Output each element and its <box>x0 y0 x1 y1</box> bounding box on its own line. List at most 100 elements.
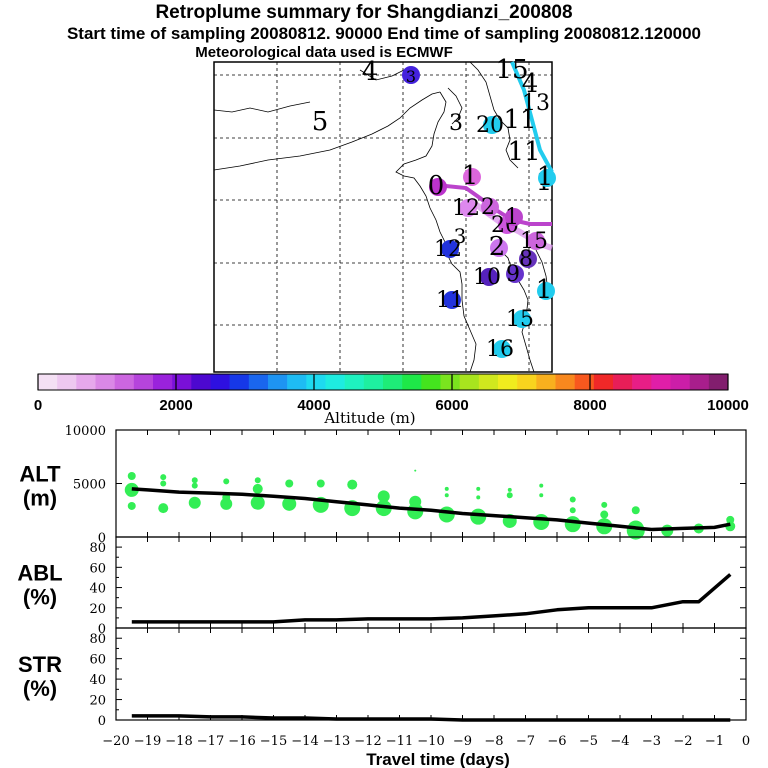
x-axis: −20 −19 −18 −17 −16 −15 −14 −13 −12 −11 −10 −9 −8 −7−… <box>102 734 750 768</box>
colorbar-cell <box>574 374 595 390</box>
colorbar-cell <box>191 374 211 390</box>
x-tick-label: −13 <box>323 734 350 749</box>
map-centroid-dot <box>513 310 531 328</box>
colorbar-cell <box>536 374 556 390</box>
meteorological-data-line: Meteorological data used is ECMWF <box>195 44 453 61</box>
colorbar-tick-label: 2000 <box>159 397 192 414</box>
x-tick-label: −16 <box>228 734 255 749</box>
alt-cluster-point <box>191 482 198 489</box>
map-centroid-label: 20 <box>476 113 504 138</box>
map-centroid-label: 3 <box>406 67 416 86</box>
plume-track-cyan <box>510 61 554 173</box>
map-centroid-label: 8 <box>519 247 533 272</box>
map-centroid-dot <box>519 250 537 268</box>
x-tick-label: −7 <box>516 734 535 749</box>
map-centroid-label: 15 <box>506 307 534 332</box>
colorbar-cell <box>76 374 96 390</box>
y-tick-label: 0 <box>98 531 106 546</box>
abl-label: ABL <box>17 561 62 586</box>
alt-cluster-point <box>223 478 230 485</box>
alt-cluster-point <box>569 507 576 514</box>
map-centroid-dot <box>441 240 459 258</box>
y-tick-label: 40 <box>89 673 106 688</box>
colorbar-cell <box>268 374 288 390</box>
alt-cluster-point <box>250 495 265 510</box>
map-centroid-dot <box>402 66 420 84</box>
alt-cluster-point <box>220 497 233 510</box>
alt-cluster-point <box>252 483 263 494</box>
colorbar-cell <box>114 374 135 390</box>
map-centroid-label: 3 <box>449 111 463 136</box>
colorbar-cell <box>383 374 403 390</box>
colorbar-cells <box>38 374 729 390</box>
alt-cluster-point <box>316 479 325 488</box>
alt-cluster-point <box>533 514 550 531</box>
colorbar-cell <box>95 374 115 390</box>
map-centroid-label: 3 <box>454 224 467 248</box>
colorbar-ticks: 0 2000 4000 6000 8000 10000 <box>34 374 749 414</box>
colorbar-cell <box>670 374 690 390</box>
colorbar-cell <box>287 374 307 390</box>
x-axis-label: Travel time (days) <box>366 750 510 768</box>
map-centroid-label: 15 <box>520 229 548 254</box>
alt-cluster-point <box>160 480 167 487</box>
alt-cluster-point <box>600 510 609 519</box>
y-tick-label: 80 <box>89 632 106 647</box>
alt-cluster-point <box>539 493 544 498</box>
colorbar-cell <box>440 374 460 390</box>
abl-panel: 80 60 40 20 0 ABL(%) <box>17 536 747 637</box>
alt-cluster-point <box>631 506 640 515</box>
map-centroid-dot <box>443 291 461 309</box>
map-centroid-label: 12 <box>434 237 462 262</box>
alt-label: ALT <box>19 462 61 487</box>
map-centroid-dot <box>459 199 477 217</box>
y-tick-label: 40 <box>89 582 106 597</box>
coastlines <box>213 61 553 373</box>
y-tick-label: 60 <box>89 653 106 668</box>
map-centroid-dot <box>493 340 511 358</box>
colorbar-cell <box>38 374 58 390</box>
map-centroid-dot <box>506 265 524 283</box>
colorbar-cell <box>421 374 441 390</box>
y-tick-label: 0 <box>98 714 106 729</box>
x-tick-label: −19 <box>134 734 161 749</box>
colorbar-cell <box>402 374 422 390</box>
altitude-colorbar: 0 2000 4000 6000 8000 10000 Altitude (m) <box>34 373 749 427</box>
map-centroid-dot <box>538 169 556 187</box>
map-centroid-label: 1 <box>505 205 519 230</box>
alt-cluster-point <box>160 474 167 481</box>
x-tick-label: −15 <box>260 734 287 749</box>
x-tick-label: −8 <box>484 734 503 749</box>
alt-panel-frame <box>115 429 747 538</box>
x-tick-label: −12 <box>354 734 381 749</box>
alt-cluster-point <box>347 479 358 490</box>
colorbar-cell <box>459 374 480 390</box>
str-panel-frame <box>115 627 747 721</box>
map-centroid-dot <box>429 178 447 196</box>
chart-title: Retroplume summary for Shangdianzi_20080… <box>155 2 573 23</box>
map-centroid-label: 4 <box>362 57 379 87</box>
map-centroid-label: 0 <box>428 171 445 201</box>
colorbar-cell <box>593 374 614 390</box>
x-tick-label: −9 <box>453 734 472 749</box>
map-centroid-label: 4 <box>522 69 539 99</box>
colorbar-tick-label: 8000 <box>573 397 606 414</box>
alt-cluster-point <box>188 496 201 509</box>
sampling-time-line: Start time of sampling 20080812. 90000 E… <box>66 24 702 43</box>
x-tick-label: −18 <box>165 734 192 749</box>
str-panel: 80 60 40 20 0 STR(%) <box>18 627 747 729</box>
alt-cluster-point <box>601 501 608 508</box>
colorbar-cell <box>689 374 710 390</box>
alt-cluster-point <box>564 516 581 533</box>
alt-cluster-point <box>476 495 481 500</box>
map-plume-centroids: 4353201541311111011222013122158109111151… <box>312 55 556 362</box>
map-centroid-label: 9 <box>506 262 520 287</box>
x-tick-label: −6 <box>547 734 566 749</box>
y-tick-label: 80 <box>89 541 106 556</box>
alt-cluster-point <box>444 486 449 491</box>
map-centroid-label: 10 <box>473 265 501 290</box>
str-unit: (%) <box>23 676 57 701</box>
colorbar-cell <box>344 374 365 390</box>
map-centroid-label: 16 <box>486 337 514 362</box>
